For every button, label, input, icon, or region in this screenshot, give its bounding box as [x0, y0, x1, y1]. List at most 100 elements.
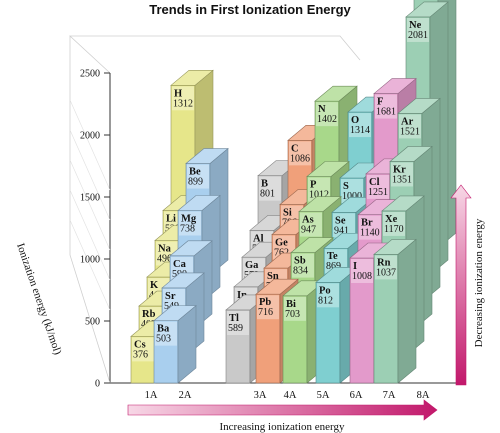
element-plate: [227, 310, 249, 335]
group-label: 7A: [383, 390, 396, 401]
element-plate: [375, 94, 397, 119]
element-plate: [259, 176, 281, 201]
element-plate: [407, 17, 429, 42]
element-symbol: K: [150, 280, 159, 291]
element-value: 869: [326, 261, 341, 272]
element-symbol: As: [302, 215, 314, 226]
element-value: 1351: [392, 174, 412, 185]
increasing-arrow: Increasing ionization energy: [127, 399, 438, 433]
element-symbol: Rn: [377, 257, 391, 268]
group-label: 5A: [317, 390, 330, 401]
element-plate: [375, 255, 397, 280]
element-value: 1314: [350, 125, 370, 136]
element-symbol: O: [351, 115, 359, 126]
element-value: 589: [228, 323, 243, 334]
element-plate: [284, 296, 306, 321]
element-symbol: F: [377, 97, 383, 108]
bar-top: [306, 161, 350, 177]
element-plate: [172, 86, 194, 111]
element-value: 703: [285, 309, 300, 320]
element-symbol: H: [174, 88, 182, 99]
element-value: 716: [258, 307, 273, 318]
element-value: 503: [156, 334, 171, 345]
element-value: 1402: [317, 114, 337, 125]
element-symbol: Se: [335, 215, 346, 226]
element-symbol: Sr: [165, 291, 176, 302]
bar-top: [381, 195, 425, 212]
bar-top: [373, 78, 417, 94]
element-plate: [383, 211, 405, 236]
bar-top: [169, 240, 213, 257]
y-tick-label: 500: [85, 317, 100, 328]
element-value: 1312: [173, 98, 193, 109]
element-symbol: Cl: [369, 177, 380, 188]
bar-top: [177, 195, 221, 211]
element-symbol: Te: [327, 251, 338, 262]
x-axis: 1A 2A 3A 4A 5A 6A 7A 8A: [145, 390, 430, 401]
element-symbol: S: [343, 181, 349, 192]
element-value: 812: [318, 295, 333, 306]
element-value: 376: [133, 349, 148, 360]
element-symbol: Ge: [275, 238, 288, 249]
element-symbol: Si: [283, 208, 292, 219]
element-symbol: Br: [361, 218, 373, 229]
element-value: 1086: [290, 153, 310, 164]
element-symbol: Sn: [267, 271, 279, 282]
element-plate: [399, 114, 421, 139]
bar-top: [290, 237, 334, 253]
element-value: 738: [180, 223, 195, 234]
element-symbol: Rb: [142, 309, 156, 320]
y-axis: 0 500 1000 1500 2000 2500 Ionization energy (k…: [14, 69, 110, 390]
element-plate: [155, 321, 177, 346]
y-tick-label: 2000: [80, 131, 100, 142]
element-symbol: Ne: [409, 20, 422, 31]
decreasing-arrow: Decreasing ionization energy: [450, 184, 485, 386]
increasing-arrow-label: Increasing ionization energy: [219, 421, 345, 433]
decreasing-arrow-label: Decreasing ionization energy: [473, 218, 485, 347]
element-plate: [351, 259, 373, 284]
element-plate: [300, 212, 322, 237]
element-plate: [292, 253, 314, 278]
bar-top: [298, 196, 342, 212]
element-plate: [367, 174, 389, 199]
element-symbol: Sb: [294, 256, 306, 267]
element-value: 801: [260, 189, 275, 200]
element-symbol: Kr: [393, 164, 406, 175]
y-tick-label: 0: [95, 379, 100, 390]
group-label: 8A: [417, 390, 430, 401]
element-symbol: P: [310, 180, 317, 191]
element-plate: [187, 164, 209, 189]
y-tick-label: 1000: [80, 255, 100, 266]
element-plate: [132, 337, 154, 362]
group-label: 1A: [145, 390, 158, 401]
element-value: 899: [188, 177, 203, 188]
element-value: 2081: [408, 30, 428, 41]
element-symbol: C: [291, 143, 299, 154]
bar-top: [255, 278, 299, 295]
element-value: 834: [293, 266, 308, 277]
element-symbol: Na: [158, 243, 172, 254]
bar-top: [161, 272, 205, 289]
element-symbol: N: [318, 104, 326, 115]
element-value: 496: [157, 253, 172, 264]
bars: H1312He2372Li520Be899B801C1086N1402O1314…: [130, 0, 457, 384]
bar-top: [314, 85, 358, 102]
group-label: 6A: [350, 390, 363, 401]
element-value: 941: [334, 225, 349, 236]
bar-top: [185, 148, 229, 164]
element-value: 1251: [368, 187, 388, 198]
bar-top: [389, 146, 433, 162]
element-plate: [391, 162, 413, 187]
element-value: 947: [301, 225, 316, 236]
element-symbol: Mg: [181, 213, 197, 224]
group-label: 2A: [179, 390, 192, 401]
element-symbol: Tl: [229, 313, 239, 324]
element-symbol: Bi: [286, 299, 296, 310]
element-plate: [333, 213, 355, 238]
element-symbol: Ga: [245, 260, 259, 271]
element-symbol: Cs: [134, 339, 146, 350]
element-value: 1170: [384, 224, 404, 235]
element-symbol: Al: [253, 233, 264, 244]
